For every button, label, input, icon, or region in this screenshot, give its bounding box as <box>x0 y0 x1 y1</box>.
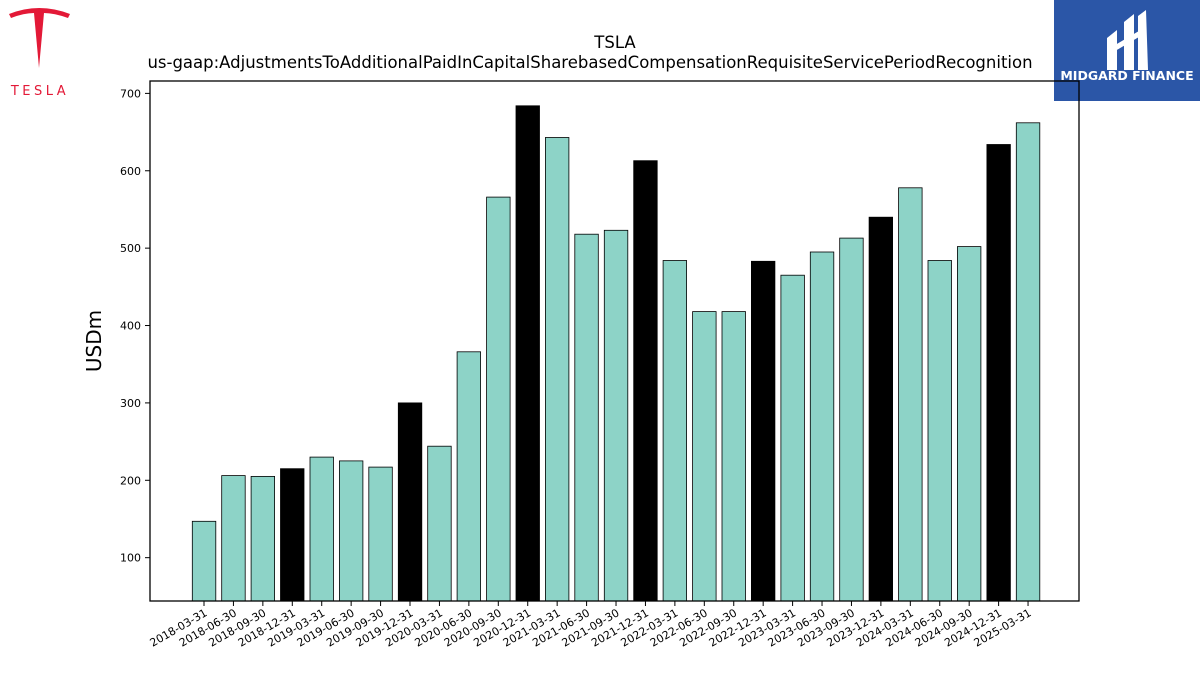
bar-2023-12-31 <box>868 216 893 602</box>
chart-subtitle: us-gaap:AdjustmentsToAdditionalPaidInCap… <box>147 53 1032 72</box>
bar-2020-06-30 <box>456 351 482 602</box>
y-tick-label: 700 <box>120 87 141 100</box>
bar-2019-12-31 <box>397 402 423 602</box>
bar-2024-09-30 <box>957 246 982 602</box>
y-tick-label: 300 <box>120 397 141 410</box>
bar-2021-03-31 <box>545 137 570 602</box>
midgard-finance-logo: MIDGARD FINANCE <box>1054 0 1200 101</box>
y-ticks-group: 100 200 300 400 500 600 700 <box>120 87 150 565</box>
y-tick-label: 500 <box>120 242 141 255</box>
bar-2022-12-31 <box>751 260 776 602</box>
bar-2021-12-31 <box>633 160 658 602</box>
bar-2018-06-30 <box>221 475 246 602</box>
bar-2023-06-30 <box>809 251 835 602</box>
y-tick-label: 200 <box>120 474 141 487</box>
bar-2024-06-30 <box>927 260 952 602</box>
plot-frame <box>149 80 1080 602</box>
bar-2020-09-30 <box>486 196 511 602</box>
bar-2019-06-30 <box>338 460 364 602</box>
y-tick-label: 400 <box>120 320 141 333</box>
bar-2024-12-31 <box>986 144 1011 602</box>
bar-2018-12-31 <box>280 468 305 602</box>
x-ticks-group: 2018-03-312018-06-302018-09-302018-12-31… <box>148 601 1034 650</box>
tesla-t-icon <box>9 8 70 68</box>
tesla-logo: TESLA <box>9 8 70 99</box>
bar-2023-09-30 <box>839 237 864 602</box>
bar-2022-06-30 <box>692 311 717 602</box>
bar-2018-09-30 <box>250 475 276 602</box>
bar-2018-03-31 <box>191 520 217 602</box>
bar-2019-03-31 <box>309 456 334 602</box>
bar-2023-03-31 <box>780 274 805 602</box>
midgard-wordmark: MIDGARD FINANCE <box>1060 68 1193 83</box>
tesla-wordmark: TESLA <box>10 84 69 99</box>
midgard-m-icon <box>1107 10 1148 70</box>
bar-2021-09-30 <box>603 229 629 602</box>
chart-title: TSLA <box>593 33 636 52</box>
bar-2022-09-30 <box>721 311 746 602</box>
y-tick-label: 600 <box>120 165 141 178</box>
y-axis-label: USDm <box>82 310 106 372</box>
bar-2019-09-30 <box>368 466 393 602</box>
bar-2024-03-31 <box>898 187 923 602</box>
bar-2022-03-31 <box>662 260 687 602</box>
y-tick-label: 100 <box>120 552 141 565</box>
bar-2021-06-30 <box>574 233 599 602</box>
bar-2020-12-31 <box>515 105 540 602</box>
bar-2025-03-31 <box>1015 122 1041 602</box>
bars-group <box>191 105 1041 602</box>
bar-2020-03-31 <box>427 445 452 602</box>
